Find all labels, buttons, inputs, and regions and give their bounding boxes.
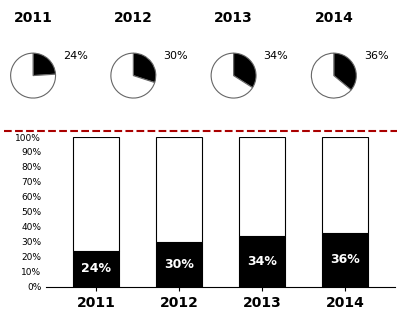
Text: 30%: 30% bbox=[164, 51, 188, 61]
Bar bbox=[239, 236, 285, 287]
Text: 2013: 2013 bbox=[214, 11, 253, 25]
Bar bbox=[156, 137, 202, 242]
Bar bbox=[156, 242, 202, 287]
Bar bbox=[239, 137, 285, 236]
Text: 30%: 30% bbox=[164, 258, 194, 271]
Bar bbox=[73, 251, 119, 287]
Wedge shape bbox=[111, 53, 155, 98]
Wedge shape bbox=[233, 53, 256, 88]
Wedge shape bbox=[33, 53, 55, 76]
Text: 2011: 2011 bbox=[14, 11, 53, 25]
Wedge shape bbox=[133, 53, 156, 83]
Text: 2014: 2014 bbox=[314, 11, 353, 25]
Text: 34%: 34% bbox=[247, 255, 277, 268]
Text: 24%: 24% bbox=[63, 51, 88, 61]
Wedge shape bbox=[334, 53, 356, 90]
Bar bbox=[322, 137, 368, 233]
Text: 34%: 34% bbox=[263, 51, 288, 61]
Text: 36%: 36% bbox=[330, 253, 360, 266]
Text: 2012: 2012 bbox=[114, 11, 153, 25]
Bar bbox=[73, 137, 119, 251]
Wedge shape bbox=[211, 53, 253, 98]
Text: 24%: 24% bbox=[81, 262, 111, 275]
Bar bbox=[322, 233, 368, 287]
Wedge shape bbox=[11, 53, 55, 98]
Wedge shape bbox=[312, 53, 351, 98]
Text: 36%: 36% bbox=[364, 51, 389, 61]
